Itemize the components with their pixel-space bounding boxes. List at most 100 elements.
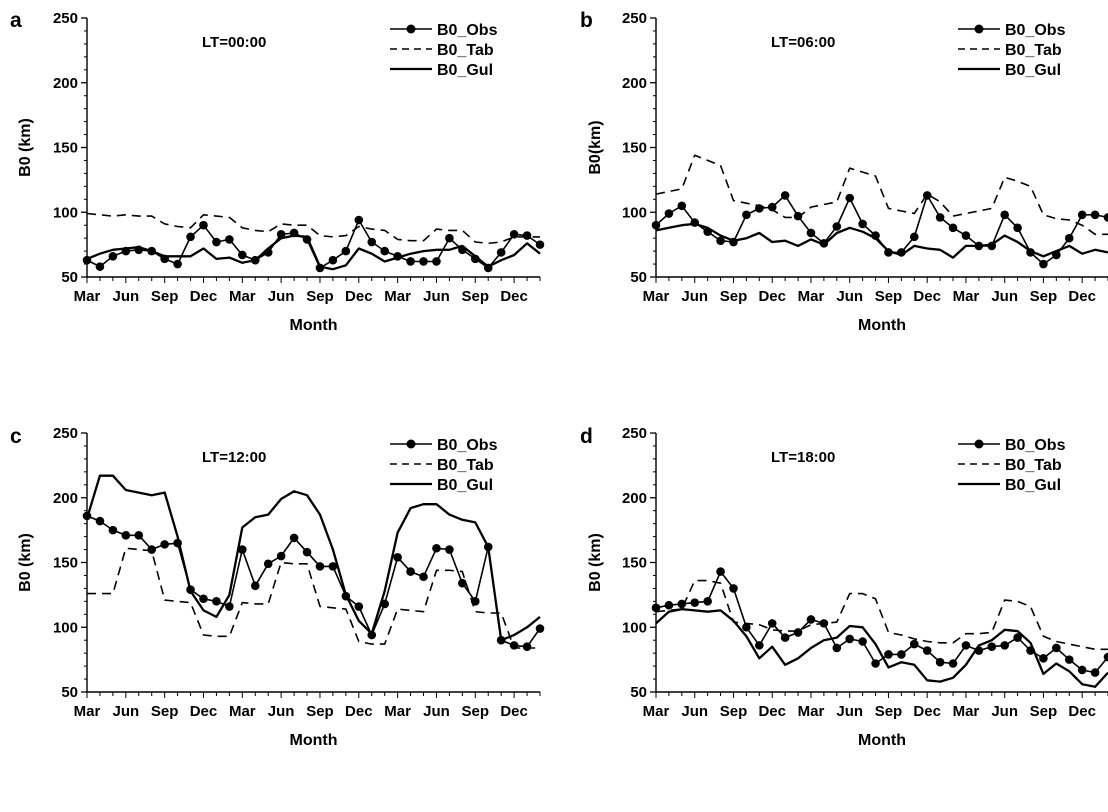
data-point-B0_Obs — [276, 229, 286, 239]
data-point-B0_Obs — [690, 598, 700, 607]
x-tick-label: Sep — [1030, 703, 1058, 720]
data-point-B0_Obs — [432, 257, 441, 266]
data-point-B0_Obs — [755, 641, 764, 650]
x-tick-label: Sep — [462, 288, 490, 305]
y-tick-label: 100 — [53, 204, 78, 221]
panel-letter: d — [580, 425, 593, 448]
y-axis-title: B0 (km) — [17, 533, 34, 592]
data-point-B0_Obs — [380, 246, 389, 256]
data-point-B0_Obs — [147, 545, 157, 554]
data-point-B0_Obs — [263, 559, 273, 569]
data-point-B0_Obs — [535, 624, 545, 633]
legend-marker-B0_Obs — [974, 24, 984, 34]
data-point-B0_Obs — [1013, 223, 1022, 233]
data-point-B0_Obs — [328, 562, 338, 571]
data-point-B0_Obs — [961, 231, 971, 240]
data-point-B0_Obs — [199, 594, 208, 604]
data-point-B0_Obs — [432, 543, 441, 553]
data-point-B0_Obs — [1039, 654, 1048, 663]
x-axis-title: Month — [290, 317, 338, 334]
data-point-B0_Obs — [341, 246, 351, 256]
data-point-B0_Obs — [522, 231, 532, 240]
series-line-B0_Gul — [655, 607, 1108, 688]
data-point-B0_Obs — [1064, 655, 1074, 664]
legend: B0_Obs B0_Tab B0_Gul — [390, 22, 498, 79]
x-tick-label: Dec — [913, 288, 941, 305]
data-point-B0_Obs — [677, 599, 687, 609]
series-B0_Tab — [87, 547, 540, 649]
x-tick-label: Jun — [423, 703, 450, 720]
data-point-B0_Obs — [496, 248, 506, 257]
legend-label: B0_Tab — [1005, 42, 1062, 59]
legend: B0_Obs B0_Tab B0_Gul — [390, 437, 498, 494]
series-B0_Gul — [655, 607, 1108, 688]
data-point-B0_Obs — [95, 262, 105, 271]
legend-label: B0_Tab — [437, 42, 494, 59]
x-tick-label: Jun — [112, 288, 139, 305]
x-tick-label: Dec — [190, 703, 218, 720]
data-point-B0_Obs — [858, 219, 867, 229]
y-axis-title: B0 (km) — [17, 118, 34, 177]
x-tick-label: Sep — [720, 288, 748, 305]
data-point-B0_Obs — [419, 257, 428, 266]
data-point-B0_Obs — [225, 602, 234, 611]
data-point-B0_Obs — [845, 634, 855, 644]
data-point-B0_Obs — [1000, 210, 1009, 220]
legend-label: B0_Gul — [437, 477, 493, 494]
y-tick-label: 200 — [53, 75, 78, 92]
series-B0_Obs — [82, 511, 545, 651]
data-point-B0_Obs — [1013, 633, 1022, 642]
x-tick-label: Mar — [953, 288, 980, 305]
data-point-B0_Obs — [948, 659, 958, 668]
x-tick-label: Mar — [229, 703, 256, 720]
x-tick-label: Jun — [836, 288, 863, 305]
data-point-B0_Obs — [793, 628, 803, 637]
x-tick-label: Jun — [268, 288, 295, 305]
data-point-B0_Obs — [806, 228, 816, 238]
x-tick-label: Dec — [1068, 288, 1096, 305]
x-tick-label: Sep — [875, 703, 903, 720]
series-B0_Gul — [85, 474, 541, 642]
x-tick-label: Sep — [151, 703, 179, 720]
series-line-B0_Tab — [655, 579, 1108, 651]
data-point-B0_Obs — [315, 263, 325, 273]
x-tick-label: Mar — [798, 703, 825, 720]
x-tick-label: Jun — [423, 288, 450, 305]
data-point-B0_Obs — [1077, 665, 1087, 675]
series-line-B0_Gul — [85, 474, 541, 642]
series-B0_Gul — [655, 222, 1108, 259]
data-point-B0_Obs — [108, 525, 118, 535]
data-point-B0_Obs — [935, 213, 945, 222]
data-point-B0_Obs — [909, 639, 919, 649]
lt-label: LT=18:00 — [771, 449, 835, 466]
data-point-B0_Obs — [858, 637, 867, 646]
data-point-B0_Obs — [832, 643, 842, 653]
y-tick-label: 100 — [622, 204, 647, 221]
legend-marker-B0_Obs — [406, 24, 416, 34]
data-point-B0_Obs — [212, 237, 221, 247]
y-tick-label: 150 — [622, 555, 647, 572]
data-point-B0_Obs — [767, 619, 777, 628]
legend-label: B0_Tab — [437, 457, 494, 474]
data-point-B0_Obs — [406, 567, 415, 576]
data-point-B0_Obs — [108, 251, 118, 261]
y-tick-label: 250 — [53, 10, 78, 27]
series-B0_Obs — [82, 215, 545, 273]
data-point-B0_Obs — [522, 642, 532, 651]
data-point-B0_Obs — [121, 531, 131, 540]
x-tick-label: Jun — [681, 288, 708, 305]
data-point-B0_Obs — [276, 551, 286, 561]
x-tick-label: Dec — [500, 703, 528, 720]
x-axis-title: Month — [858, 317, 906, 334]
data-point-B0_Obs — [186, 232, 195, 242]
data-point-B0_Obs — [1052, 643, 1061, 653]
x-tick-label: Dec — [345, 703, 373, 720]
data-point-B0_Obs — [328, 255, 338, 265]
data-point-B0_Obs — [664, 600, 674, 610]
legend-marker-B0_Obs — [974, 439, 984, 449]
data-point-B0_Obs — [1039, 259, 1048, 269]
data-point-B0_Obs — [884, 650, 893, 659]
y-tick-label: 250 — [622, 10, 647, 27]
x-tick-label: Mar — [643, 288, 670, 305]
y-tick-label: 200 — [53, 490, 78, 507]
